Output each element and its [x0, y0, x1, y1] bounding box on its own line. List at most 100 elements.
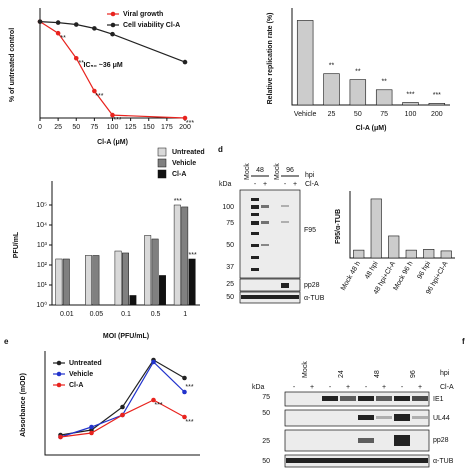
treatment: + [382, 384, 386, 391]
x-tick-label: 175 [161, 124, 173, 131]
x-tick-label: 0.05 [90, 311, 104, 318]
band-label: F95 [304, 227, 316, 234]
treatment: + [263, 181, 267, 188]
significance: ** [60, 35, 66, 42]
legend-label: Cl-A [172, 171, 186, 178]
x-tick-label: 125 [125, 124, 137, 131]
legend-label: Untreated [172, 149, 205, 156]
y-axis-label: PFU/mL [13, 231, 20, 258]
point [182, 59, 188, 65]
y-axis-label: Relative replication rate (%) [267, 13, 274, 105]
point [37, 19, 43, 24]
lane-header: 96 [410, 370, 417, 378]
legend-label: Viral growth [123, 11, 163, 18]
y-tick-label: 10⁰ [36, 301, 47, 309]
kda-label: kDa [252, 384, 265, 391]
marker: 100 [222, 204, 234, 211]
point [151, 359, 156, 365]
x-tick-label: 1 [183, 311, 187, 318]
significance: *** [95, 93, 103, 100]
point [55, 20, 61, 25]
point [110, 31, 115, 37]
treatment: - [401, 384, 404, 391]
bar [440, 250, 452, 259]
blot-strip [284, 409, 430, 427]
point [89, 430, 94, 436]
bar [188, 258, 196, 306]
x-tick-label: 100 [107, 124, 119, 131]
bar [144, 235, 152, 306]
blot-strip [284, 391, 430, 407]
legend-swatch [157, 147, 167, 157]
x-tick-label: 96 hpi [416, 260, 432, 280]
significance: ** [79, 60, 85, 67]
blot-strip [239, 278, 301, 292]
band-label: IE1 [433, 396, 444, 403]
lane-header: Mock [274, 163, 281, 180]
x-tick-label: 25 [328, 111, 336, 118]
y-axis-label: F95/α-TUB [335, 209, 342, 244]
significance: *** [406, 91, 414, 98]
bar [402, 102, 419, 106]
treatment: - [293, 384, 296, 391]
x-tick-label: 50 [72, 124, 80, 131]
y-tick-label: 10³ [37, 242, 48, 249]
treatment-label: Cl-A [440, 384, 454, 391]
band-label: UL44 [433, 415, 450, 422]
marker: 50 [226, 294, 234, 301]
treatment-label: Cl-A [305, 181, 319, 188]
marker: 50 [262, 458, 270, 465]
blot-strip [239, 189, 301, 279]
marker: 50 [262, 410, 270, 417]
axis [349, 191, 455, 259]
x-tick-label: 200 [179, 124, 191, 131]
x-axis-label: Cl-A (μM) [356, 125, 387, 132]
y-tick-label: 10² [37, 262, 48, 269]
significance: *** [154, 402, 162, 409]
bar [388, 235, 400, 259]
significance: *** [189, 252, 197, 259]
x-tick-label: 0.01 [60, 311, 74, 318]
treatment: - [365, 384, 368, 391]
legend-swatch [157, 158, 167, 168]
legend-marker [110, 11, 116, 17]
bands [241, 198, 299, 299]
point [182, 414, 187, 420]
legend-swatch [157, 169, 167, 179]
point [89, 424, 94, 430]
band-label: pp28 [433, 437, 449, 444]
bar [375, 89, 393, 106]
bar [428, 103, 446, 106]
significance: *** [186, 120, 194, 127]
marker: 37 [226, 264, 234, 271]
blot-f: Mock 24 48 96 hpi kDa - + - + - + - + Cl… [252, 361, 454, 468]
significance: *** [174, 198, 182, 205]
point [92, 88, 97, 94]
x-tick-label: 200 [431, 111, 443, 118]
bar [55, 258, 63, 306]
lane-header: Mock [302, 361, 309, 378]
lane-header: Mock [244, 163, 251, 180]
significance: *** [185, 419, 193, 426]
band-label: α-TUB [433, 458, 454, 465]
x-tick-label: 0.5 [151, 311, 161, 318]
significance: ** [329, 63, 335, 70]
blot-strip [284, 429, 430, 452]
y-tick-label: 10⁵ [36, 202, 47, 209]
y-tick-label: 10⁴ [36, 222, 47, 229]
bar [92, 255, 100, 306]
point [182, 375, 187, 381]
bands [286, 396, 428, 463]
x-tick-label: 75 [380, 111, 388, 118]
bar [114, 250, 122, 306]
hpi-label: hpi [305, 172, 315, 179]
lane-header: 96 [286, 167, 294, 174]
x-tick-label: 0 [38, 124, 42, 131]
lane-header: 24 [338, 370, 345, 378]
treatment: + [418, 384, 422, 391]
line [39, 21, 186, 119]
point [182, 389, 187, 395]
x-tick-label: Vehicle [294, 111, 317, 118]
bar [370, 198, 382, 259]
band-label: α-TUB [304, 295, 325, 302]
